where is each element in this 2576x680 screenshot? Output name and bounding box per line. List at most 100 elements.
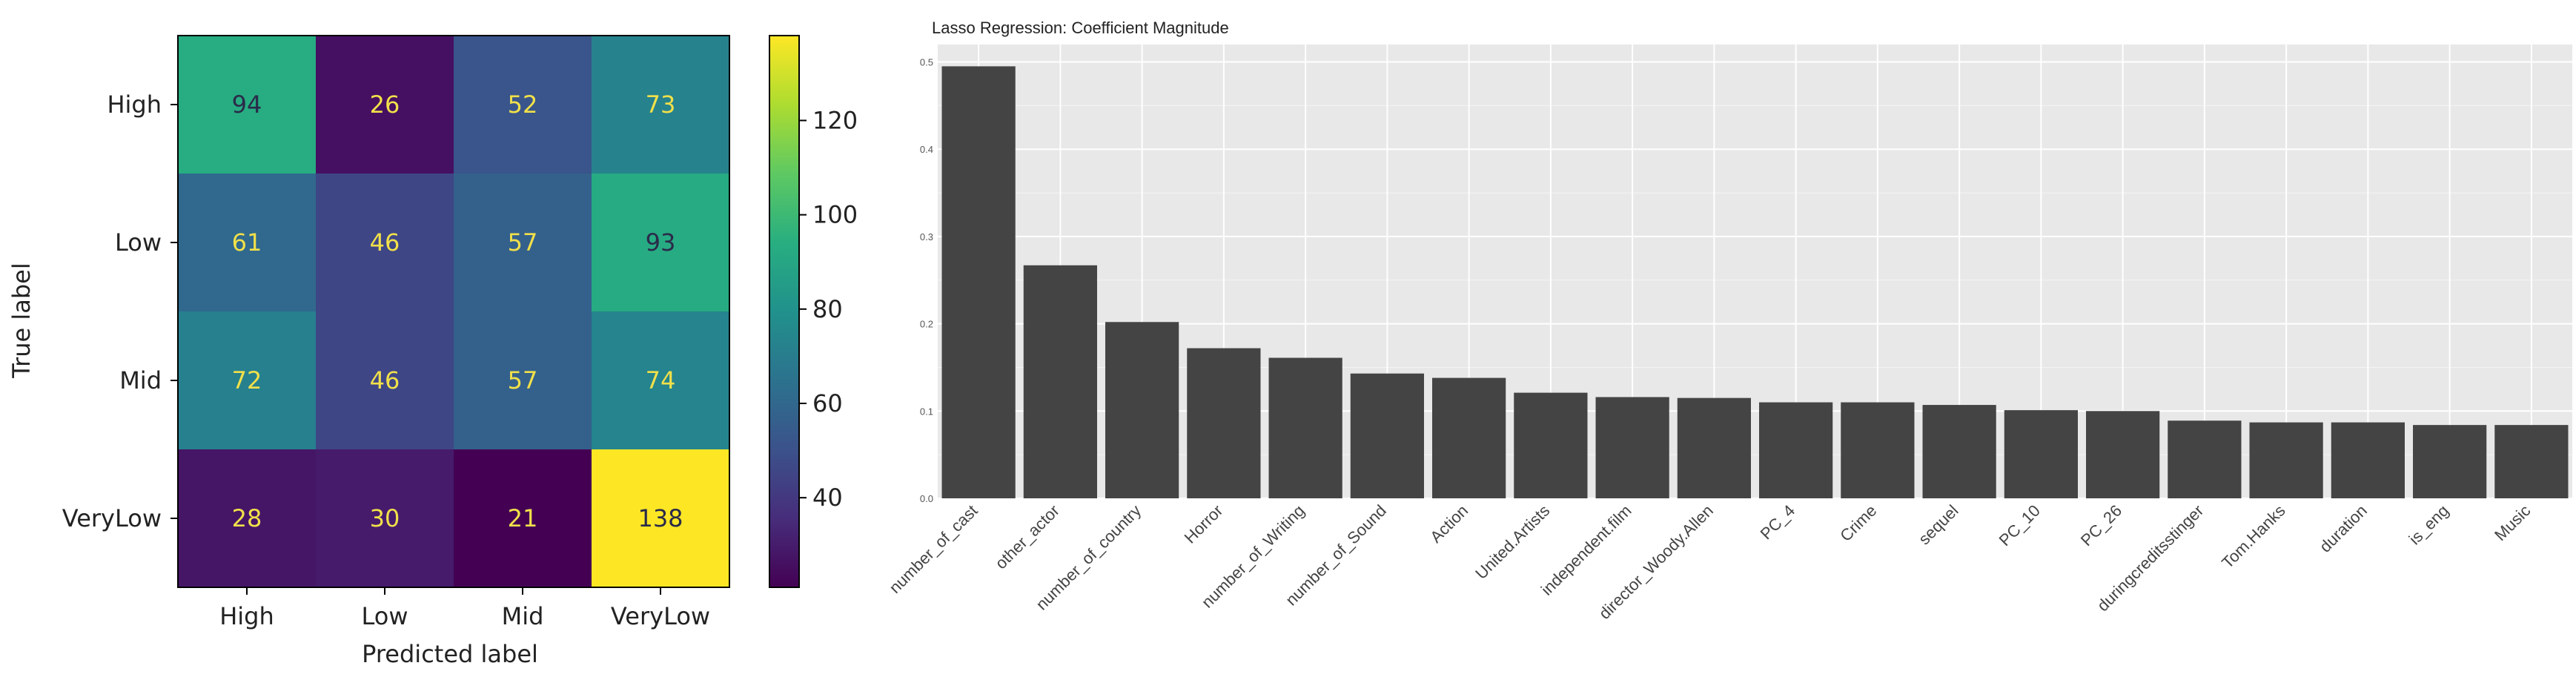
lasso-y-tick-label: 0.2 bbox=[920, 319, 933, 330]
confusion-matrix-y-axis-label: True label bbox=[7, 263, 36, 379]
bar bbox=[2086, 411, 2160, 498]
bar bbox=[1268, 357, 1342, 498]
heatmap-value-label: 93 bbox=[646, 228, 676, 257]
heatmap-cell bbox=[454, 311, 592, 449]
heatmap-value-label: 52 bbox=[508, 90, 538, 119]
heatmap-frame bbox=[177, 35, 730, 588]
heatmap-value-label: 72 bbox=[232, 366, 262, 395]
heatmap-value-label: 94 bbox=[232, 90, 262, 119]
heatmap-cell bbox=[592, 311, 729, 449]
y-tick-label: VeryLow bbox=[62, 504, 162, 532]
colorbar-tick-label: 40 bbox=[812, 483, 843, 512]
lasso-x-tick-label: Music bbox=[2491, 501, 2534, 544]
bar bbox=[2413, 425, 2487, 498]
lasso-x-tick-label: Crime bbox=[1836, 501, 1880, 545]
heatmap-cell bbox=[454, 36, 592, 174]
lasso-y-tick-label: 0.3 bbox=[920, 231, 933, 242]
lasso-x-tick-label: number_of_cast bbox=[885, 501, 981, 597]
lasso-x-tick-label: Action bbox=[1426, 501, 1471, 547]
heatmap-cell bbox=[178, 311, 316, 449]
heatmap-value-label: 28 bbox=[232, 504, 262, 532]
bar bbox=[1514, 392, 1588, 498]
lasso-x-tick-label: United.Artists bbox=[1471, 501, 1553, 583]
lasso-y-tick-label: 0.1 bbox=[920, 406, 933, 417]
bar bbox=[1759, 402, 1833, 498]
colorbar-tick-label: 100 bbox=[812, 201, 858, 229]
x-tick-label: VeryLow bbox=[611, 602, 710, 630]
bar bbox=[2249, 422, 2323, 498]
lasso-plot-panel bbox=[938, 44, 2572, 498]
heatmap-cell bbox=[316, 174, 454, 311]
lasso-y-tick-label: 0.0 bbox=[920, 493, 933, 504]
colorbar-tick-label: 120 bbox=[812, 106, 858, 134]
heatmap-value-label: 73 bbox=[646, 90, 676, 119]
heatmap-value-label: 30 bbox=[370, 504, 400, 532]
lasso-x-tick-label: duration bbox=[2316, 501, 2371, 556]
lasso-y-tick-label: 0.4 bbox=[920, 144, 933, 155]
lasso-x-tick-label: other_actor bbox=[992, 501, 1063, 572]
y-tick-label: Low bbox=[115, 228, 162, 257]
colorbar: 40 60 80 100 120 bbox=[769, 35, 858, 588]
lasso-x-tick-label: sequel bbox=[1915, 501, 1962, 549]
lasso-x-tick-label: PC_26 bbox=[2077, 501, 2125, 549]
heatmap-cell bbox=[178, 36, 316, 174]
heatmap-value-label: 138 bbox=[638, 504, 683, 532]
confusion-matrix-values: 94 26 52 73 61 46 57 93 72 46 57 74 28 30 21 138 bbox=[232, 90, 683, 532]
heatmap-cell bbox=[592, 36, 729, 174]
y-tick-label: Mid bbox=[119, 366, 162, 395]
heatmap-cell bbox=[454, 174, 592, 311]
heatmap-cell bbox=[592, 174, 729, 311]
confusion-matrix: 94 26 52 73 61 46 57 93 72 46 57 74 28 30 21 138 High Lo… bbox=[7, 35, 730, 668]
bar bbox=[1841, 402, 1915, 498]
confusion-matrix-cells bbox=[177, 35, 730, 588]
bar bbox=[1432, 377, 1506, 498]
lasso-y-tick-label: 0.5 bbox=[920, 57, 933, 68]
heatmap-value-label: 46 bbox=[370, 228, 400, 257]
lasso-chart-title: Lasso Regression: Coefficient Magnitude bbox=[932, 19, 1229, 37]
colorbar-gradient bbox=[769, 35, 800, 588]
lasso-x-tick-label: PC_4 bbox=[1757, 501, 1799, 544]
lasso-x-tick-label: is_eng bbox=[2406, 501, 2453, 549]
heatmap-value-label: 26 bbox=[370, 90, 400, 119]
bar bbox=[1677, 397, 1751, 498]
bar bbox=[2168, 420, 2242, 498]
bar bbox=[941, 66, 1016, 498]
heatmap-cell bbox=[454, 449, 592, 587]
confusion-matrix-y-ticks: High Low Mid VeryLow bbox=[62, 90, 178, 532]
y-tick-label: High bbox=[107, 90, 162, 119]
heatmap-cell bbox=[316, 311, 454, 449]
lasso-x-tick-label: PC_10 bbox=[1996, 501, 2044, 549]
heatmap-value-label: 46 bbox=[370, 366, 400, 395]
lasso-x-tick-label: Horror bbox=[1181, 501, 1227, 547]
colorbar-tick-label: 80 bbox=[812, 295, 843, 323]
bar bbox=[2004, 410, 2078, 498]
lasso-x-ticks: number_of_cast other_actornumber_of_count… bbox=[885, 501, 2534, 623]
bar bbox=[1023, 265, 1097, 498]
colorbar-tick-label: 60 bbox=[812, 389, 843, 417]
bar bbox=[1105, 322, 1179, 498]
bar bbox=[1187, 348, 1261, 498]
heatmap-cell bbox=[316, 36, 454, 174]
colorbar-ticks: 40 60 80 100 120 bbox=[799, 106, 858, 512]
bar bbox=[2494, 425, 2569, 498]
x-tick-label: Low bbox=[361, 602, 408, 630]
bar bbox=[1350, 373, 1424, 498]
bar bbox=[2331, 422, 2405, 498]
lasso-bar-chart: Lasso Regression: Coefficient Magnitude … bbox=[885, 19, 2572, 623]
heatmap-cell bbox=[178, 174, 316, 311]
heatmap-value-label: 74 bbox=[646, 366, 676, 395]
heatmap-cell bbox=[178, 449, 316, 587]
lasso-x-tick-label: Tom.Hanks bbox=[2218, 501, 2288, 572]
lasso-y-ticks: 0.0 0.1 0.2 0.3 0.4 0.5 bbox=[920, 57, 933, 504]
heatmap-cell bbox=[316, 449, 454, 587]
heatmap-value-label: 61 bbox=[232, 228, 262, 257]
lasso-bars bbox=[941, 66, 2569, 498]
bar bbox=[1922, 405, 1996, 498]
x-tick-label: High bbox=[219, 602, 274, 630]
heatmap-value-label: 57 bbox=[508, 366, 538, 395]
heatmap-value-label: 21 bbox=[508, 504, 538, 532]
x-tick-label: Mid bbox=[502, 602, 544, 630]
heatmap-value-label: 57 bbox=[508, 228, 538, 257]
confusion-matrix-x-axis-label: Predicted label bbox=[362, 640, 538, 668]
